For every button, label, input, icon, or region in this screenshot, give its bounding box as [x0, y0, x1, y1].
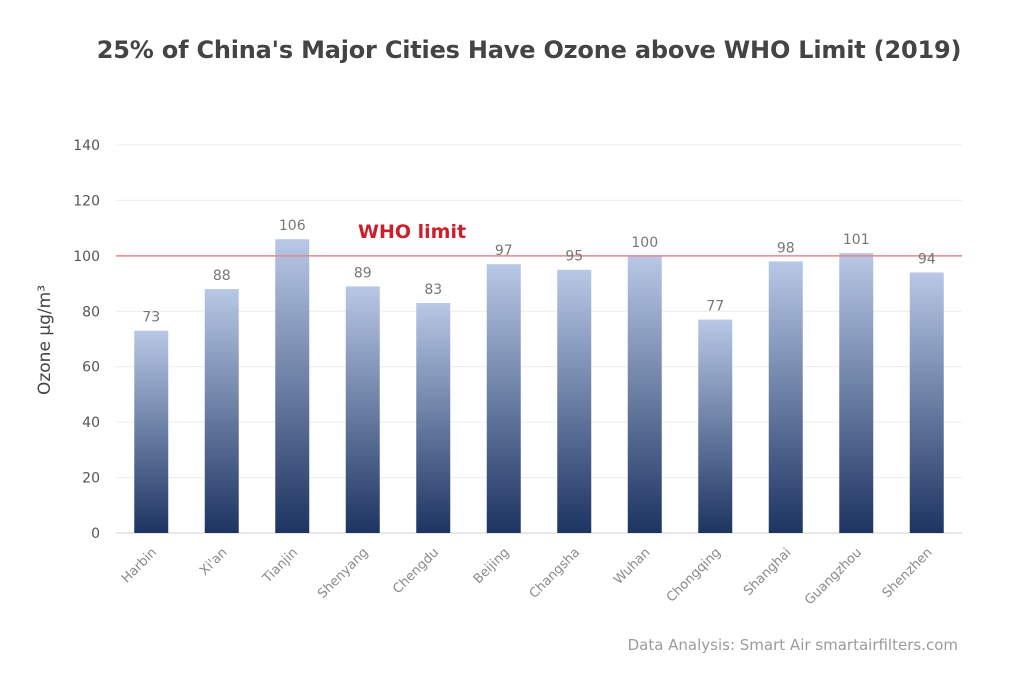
x-axis-labels: Harbin Xi'an Tianjin Shenyang Chengdu Beijing… — [119, 545, 936, 608]
x-tick-label: Beijing — [471, 545, 513, 587]
who-limit-label: WHO limit — [358, 221, 466, 243]
x-tick-label: Guangzhou — [802, 545, 865, 608]
data-label: 83 — [424, 282, 442, 298]
x-tick-label: Changsha — [527, 545, 583, 601]
bar — [768, 261, 803, 533]
reference-line-group: WHO limit — [116, 221, 962, 257]
y-axis-label: Ozone µg/m³ — [35, 285, 55, 395]
x-tick-label: Shenzhen — [880, 545, 936, 601]
y-tick-label: 140 — [73, 138, 100, 154]
x-tick-label: Harbin — [119, 545, 160, 586]
x-tick-label: Wuhan — [611, 545, 653, 587]
bar — [627, 255, 662, 533]
data-label: 95 — [565, 249, 583, 265]
y-tick-label: 60 — [82, 360, 100, 376]
data-label: 94 — [918, 251, 936, 267]
y-tick-label: 40 — [82, 415, 100, 431]
x-tick-label: Shanghai — [741, 545, 795, 599]
x-tick-label: Tianjin — [259, 545, 301, 587]
bar — [839, 253, 874, 534]
data-label: 106 — [279, 218, 306, 234]
data-label: 88 — [213, 268, 231, 284]
y-axis: 0 20 40 60 80 100 120 140 — [73, 138, 100, 542]
bar — [698, 319, 733, 533]
x-tick-label: Xi'an — [197, 545, 230, 578]
y-tick-label: 0 — [91, 526, 100, 542]
bar — [134, 330, 169, 533]
bar — [204, 289, 239, 533]
y-tick-label: 80 — [82, 304, 100, 320]
data-label: 101 — [843, 232, 870, 248]
x-tick-label: Chongqing — [664, 545, 724, 605]
data-label: 98 — [777, 240, 795, 256]
data-label: 97 — [495, 243, 513, 259]
bar — [345, 286, 380, 533]
bar — [557, 269, 592, 533]
bar — [416, 302, 451, 533]
grid-lines — [116, 144, 962, 534]
x-tick-label: Shenyang — [315, 545, 371, 601]
y-tick-label: 20 — [82, 471, 100, 487]
bar — [909, 272, 944, 533]
data-labels: 73 88 106 89 83 97 95 100 77 98 101 94 — [142, 218, 935, 325]
y-tick-label: 120 — [73, 193, 100, 209]
bar — [275, 239, 310, 533]
data-label: 73 — [142, 310, 160, 326]
x-tick-label: Chengdu — [390, 545, 442, 597]
y-tick-label: 100 — [73, 249, 100, 265]
data-label: 89 — [354, 265, 372, 281]
data-label: 77 — [706, 299, 724, 315]
source-note: Data Analysis: Smart Air smartairfilters… — [627, 636, 958, 654]
bars — [134, 239, 944, 534]
bar — [486, 264, 521, 533]
chart-title: 25% of China's Major Cities Have Ozone a… — [96, 36, 962, 64]
data-label: 100 — [631, 235, 658, 251]
